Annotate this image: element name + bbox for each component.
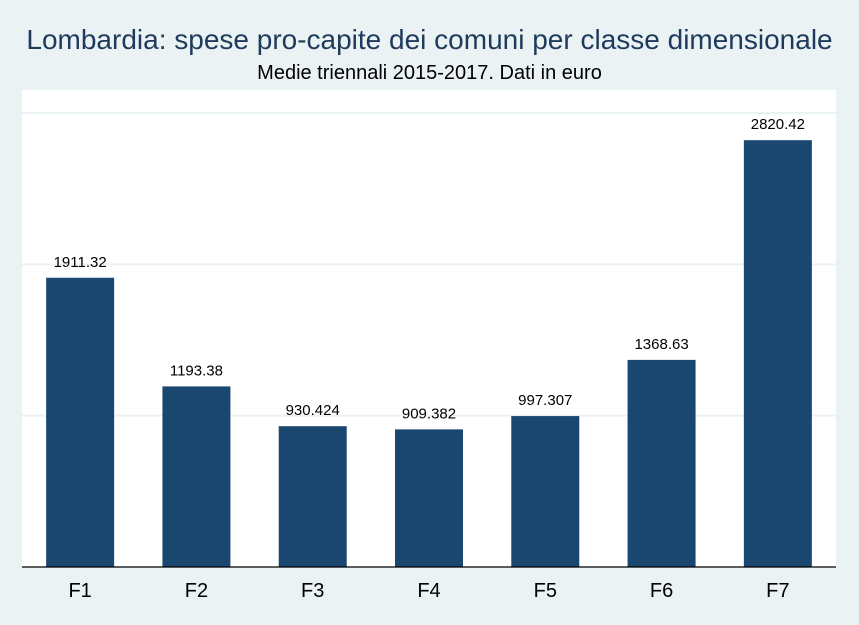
bar-f2 xyxy=(162,386,231,567)
bar-f1 xyxy=(46,277,115,567)
bar-f4 xyxy=(395,429,463,567)
bar-f3 xyxy=(278,426,347,567)
chart-subtitle: Medie triennali 2015-2017. Dati in euro xyxy=(257,62,602,84)
bars xyxy=(46,140,812,567)
bar-f7 xyxy=(743,140,812,567)
value-label-f3: 930.424 xyxy=(286,402,340,419)
chart-title: Lombardia: spese pro-capite dei comuni p… xyxy=(26,24,833,55)
x-tick-label-f2: F2 xyxy=(185,580,208,602)
value-label-f6: 1368.63 xyxy=(634,336,688,353)
bar-f6 xyxy=(627,359,696,567)
x-tick-label-f4: F4 xyxy=(417,580,440,602)
value-label-f5: 997.307 xyxy=(518,392,572,409)
value-label-f2: 1193.38 xyxy=(170,362,223,379)
x-tick-label-f3: F3 xyxy=(301,580,324,602)
x-tick-label-f5: F5 xyxy=(534,580,557,602)
bar-f5 xyxy=(511,416,580,567)
value-labels: 1911.32 1193.38 930.424 909.382 997.307 1368.… xyxy=(54,116,805,422)
gridlines xyxy=(22,112,836,417)
x-tick-labels: F1 F2 F3 F4 F5 F6 F7 xyxy=(68,580,789,602)
x-tick-label-f7: F7 xyxy=(766,580,789,602)
x-tick-label-f6: F6 xyxy=(650,580,673,602)
value-label-f1: 1911.32 xyxy=(54,254,107,271)
value-label-f4: 909.382 xyxy=(402,405,456,422)
x-tick-label-f1: F1 xyxy=(68,580,91,602)
value-label-f7: 2820.42 xyxy=(751,116,805,133)
